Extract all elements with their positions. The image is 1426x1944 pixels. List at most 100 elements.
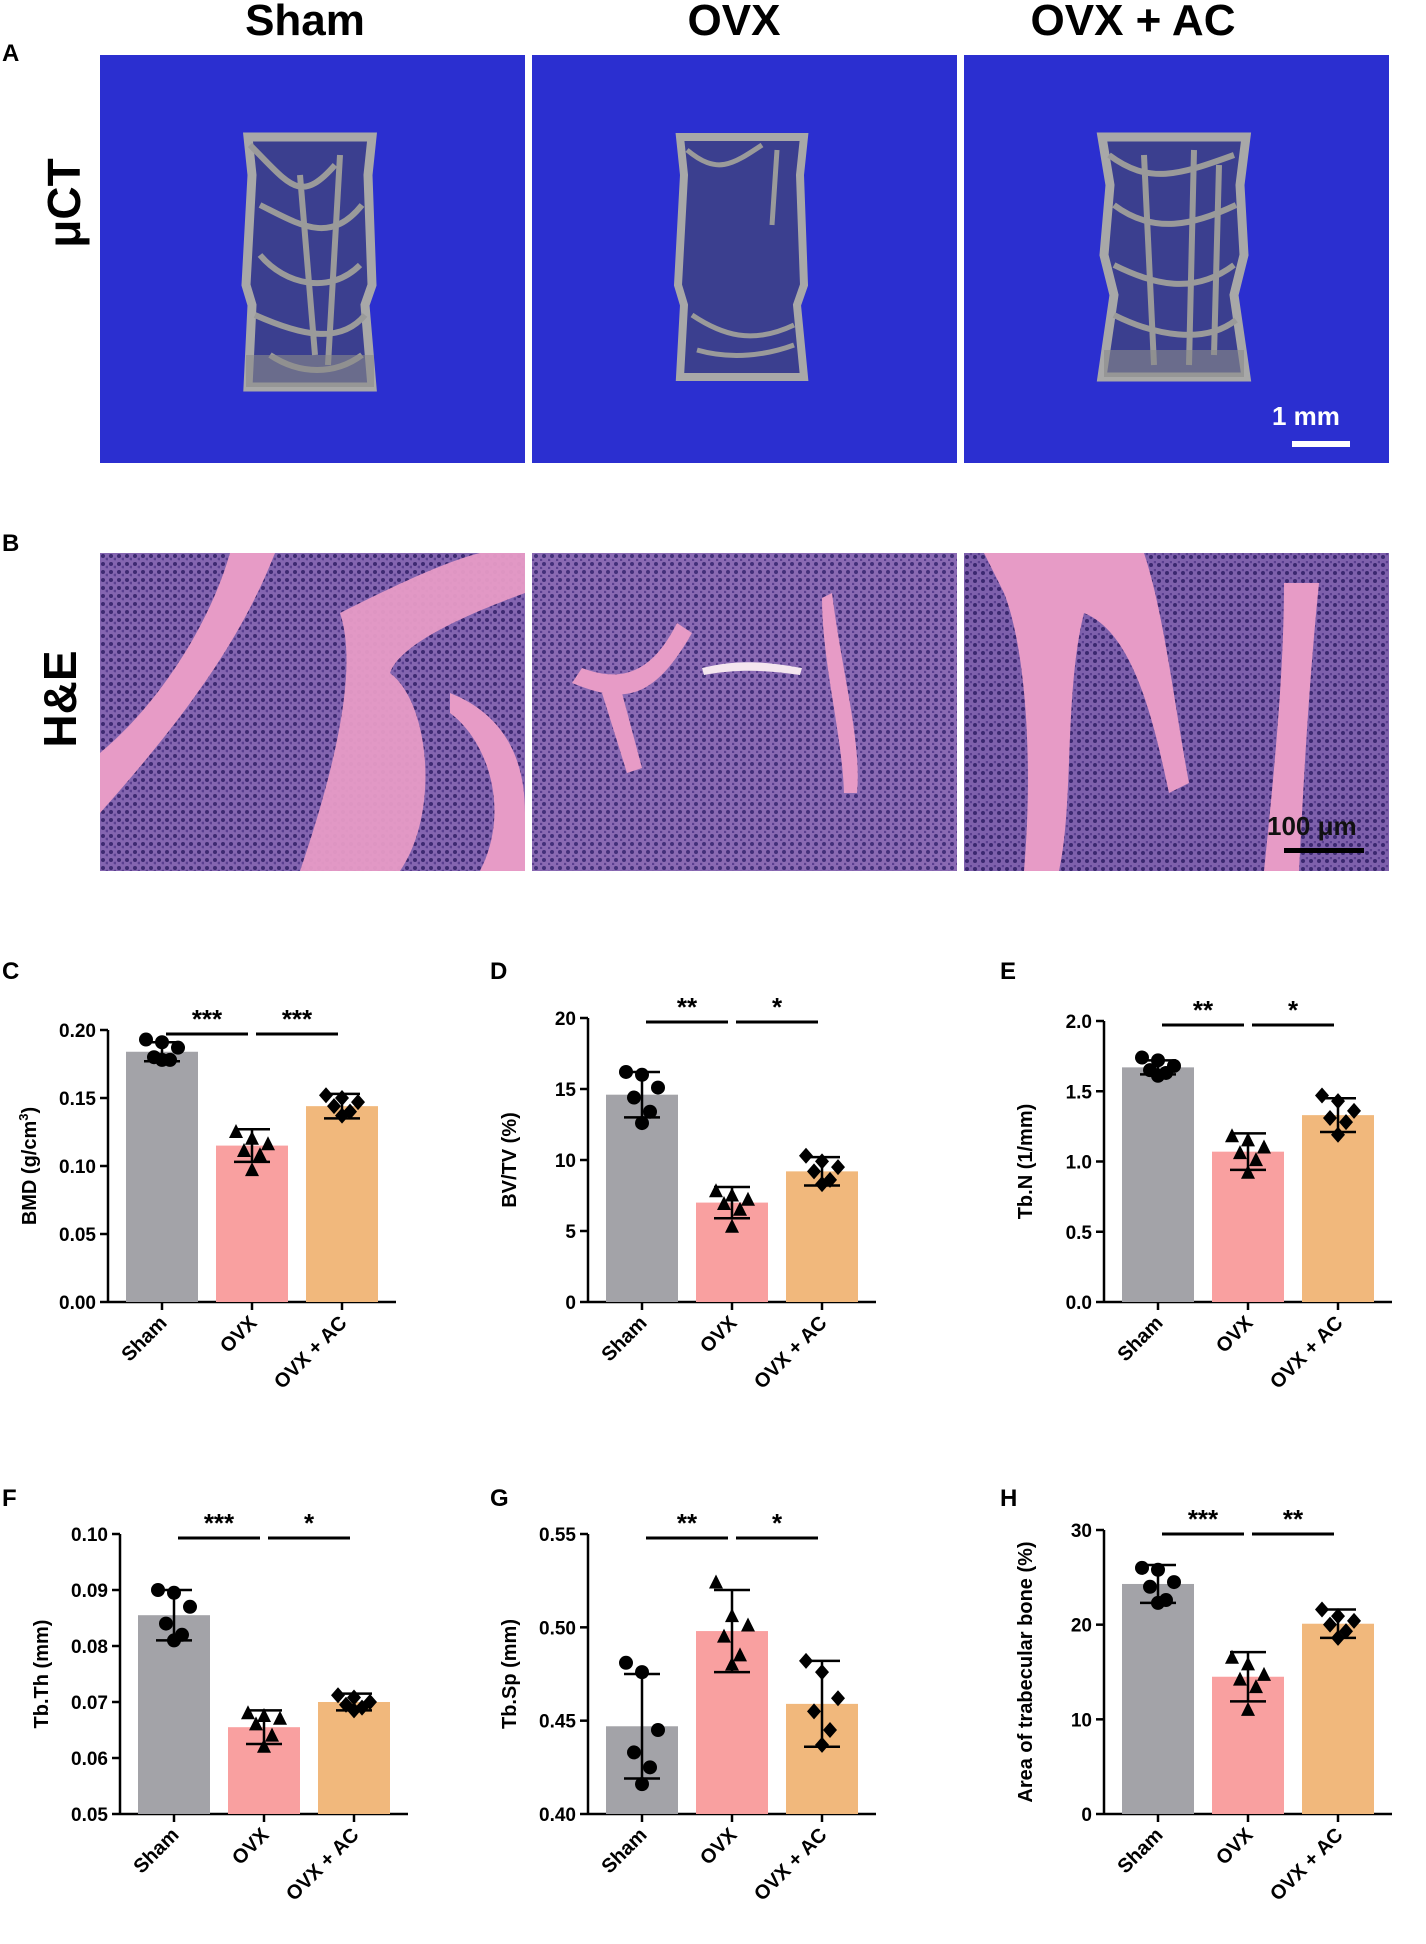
data-point-h xyxy=(1331,1608,1345,1625)
column-title-ovx: OVX xyxy=(687,0,781,45)
data-point-e xyxy=(1151,1053,1165,1068)
y-axis-label-c: BMD (g/cm3) xyxy=(16,1107,41,1225)
x-tick-label-d: Sham xyxy=(597,1312,651,1366)
data-point-c xyxy=(229,1124,243,1138)
panel-letter-b: B xyxy=(2,530,20,557)
data-point-d xyxy=(709,1183,723,1198)
y-tick-label-d: 15 xyxy=(555,1080,577,1101)
y-tick-label-f: 0.07 xyxy=(71,1693,108,1714)
data-point-f xyxy=(347,1702,361,1719)
data-point-c xyxy=(155,1035,169,1050)
data-point-c xyxy=(335,1090,349,1106)
uct-scale-bar-label: 1 mm xyxy=(1272,401,1340,431)
data-point-d xyxy=(799,1147,813,1164)
data-point-d xyxy=(733,1201,747,1216)
data-point-h xyxy=(1347,1612,1361,1629)
data-point-f xyxy=(265,1727,279,1742)
column-title-ovx-ac: OVX + AC xyxy=(1030,0,1236,45)
significance-label-h: ** xyxy=(1283,1504,1304,1534)
data-point-e xyxy=(1331,1126,1345,1143)
data-point-f xyxy=(167,1633,181,1648)
x-tick-label-f: OVX xyxy=(228,1824,274,1870)
he-image-ovx xyxy=(532,553,957,871)
data-point-g xyxy=(831,1690,845,1707)
data-point-e xyxy=(1233,1145,1247,1160)
y-tick-label-h: 20 xyxy=(1071,1616,1092,1637)
column-title-sham: Sham xyxy=(245,0,365,45)
data-point-f xyxy=(273,1710,287,1725)
data-point-e xyxy=(1331,1093,1345,1110)
data-point-h xyxy=(1323,1616,1337,1633)
x-tick-label-e: Sham xyxy=(1113,1312,1167,1366)
data-point-e xyxy=(1241,1164,1255,1179)
significance-label-h: *** xyxy=(1188,1504,1219,1534)
panel-letter-g: G xyxy=(490,1485,509,1512)
data-point-g xyxy=(619,1655,633,1670)
x-tick-label-g: OVX + AC xyxy=(750,1824,831,1905)
bar-f-0 xyxy=(138,1615,210,1814)
bar-h-2 xyxy=(1302,1623,1374,1814)
data-point-h xyxy=(1135,1560,1149,1575)
data-point-f xyxy=(347,1689,361,1706)
y-tick-label-f: 0.10 xyxy=(71,1525,108,1546)
data-point-h xyxy=(1315,1601,1329,1618)
x-tick-label-h: OVX xyxy=(1212,1824,1258,1870)
uct-image-ovx-ac: 1 mm xyxy=(964,55,1389,463)
y-tick-label-f: 0.09 xyxy=(71,1581,108,1602)
y-tick-label-g: 0.50 xyxy=(539,1618,576,1639)
bar-c-0 xyxy=(126,1051,198,1302)
data-point-e xyxy=(1135,1050,1149,1065)
data-point-d xyxy=(635,1067,649,1082)
data-point-e xyxy=(1323,1109,1337,1126)
data-point-h xyxy=(1151,1595,1165,1610)
bar-c-2 xyxy=(306,1106,378,1302)
data-point-g xyxy=(635,1777,649,1792)
data-point-e xyxy=(1241,1132,1255,1147)
significance-label-d: ** xyxy=(677,992,698,1022)
y-tick-label-d: 10 xyxy=(555,1151,576,1172)
uct-image-ovx xyxy=(532,55,957,463)
data-point-d xyxy=(619,1064,633,1079)
data-point-d xyxy=(627,1090,641,1105)
data-point-g xyxy=(815,1736,829,1753)
y-tick-label-f: 0.06 xyxy=(71,1749,108,1770)
uct-bone-render-sham xyxy=(100,55,525,463)
significance-label-d: * xyxy=(772,992,783,1022)
x-tick-label-f: Sham xyxy=(129,1824,183,1878)
y-tick-label-e: 2.0 xyxy=(1066,1012,1092,1033)
y-tick-label-f: 0.08 xyxy=(71,1637,108,1658)
significance-label-e: * xyxy=(1288,995,1299,1025)
data-point-d xyxy=(725,1218,739,1233)
data-point-g xyxy=(733,1647,747,1662)
data-point-d xyxy=(643,1104,657,1119)
data-point-g xyxy=(741,1617,755,1632)
data-point-c xyxy=(351,1094,365,1111)
data-point-e xyxy=(1151,1068,1165,1083)
x-tick-label-e: OVX xyxy=(1212,1312,1258,1358)
he-tissue-ovx xyxy=(532,553,957,871)
data-point-f xyxy=(241,1705,255,1720)
data-point-c xyxy=(139,1032,153,1047)
y-tick-label-d: 20 xyxy=(555,1009,576,1030)
x-tick-label-c: Sham xyxy=(117,1312,171,1366)
significance-label-f: *** xyxy=(204,1508,235,1538)
data-point-d xyxy=(725,1187,739,1202)
x-tick-label-g: Sham xyxy=(597,1824,651,1878)
y-tick-label-c: 0.10 xyxy=(59,1157,96,1178)
x-tick-label-e: OVX + AC xyxy=(1266,1312,1347,1393)
data-point-c xyxy=(253,1147,267,1162)
x-tick-label-h: OVX + AC xyxy=(1266,1824,1347,1905)
y-tick-label-d: 5 xyxy=(565,1222,576,1243)
he-image-sham xyxy=(100,553,525,871)
bar-f-2 xyxy=(318,1702,390,1814)
y-tick-label-h: 30 xyxy=(1071,1521,1092,1542)
y-axis-label-d: BV/TV (%) xyxy=(499,1112,521,1208)
bar-e-2 xyxy=(1302,1115,1374,1302)
data-point-f xyxy=(159,1616,173,1631)
data-point-h xyxy=(1167,1575,1181,1590)
data-point-h xyxy=(1257,1666,1271,1681)
x-tick-label-c: OVX + AC xyxy=(270,1312,351,1393)
data-point-e xyxy=(1225,1128,1239,1143)
uct-image-sham xyxy=(100,55,525,463)
